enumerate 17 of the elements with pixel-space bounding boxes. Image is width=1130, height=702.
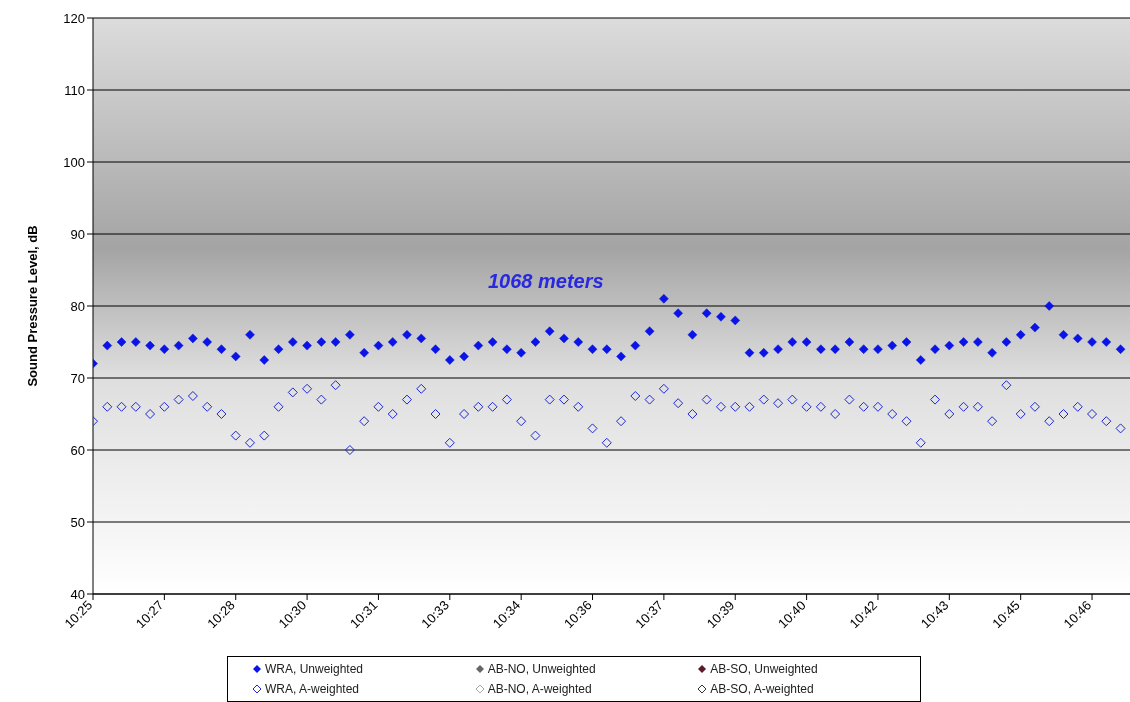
legend-label: WRA, A-weighted	[265, 682, 360, 696]
y-tick-label: 90	[70, 226, 85, 242]
legend-label: AB-NO, Unweighted	[487, 662, 596, 676]
legend-label: AB-SO, Unweighted	[710, 662, 818, 676]
legend-label: AB-SO, A-weighted	[710, 682, 814, 696]
y-tick-label: 100	[63, 154, 85, 170]
y-tick-label: 120	[63, 10, 85, 26]
legend-label: AB-NO, A-weighted	[487, 682, 592, 696]
annotation: 1068 meters	[488, 270, 604, 293]
y-tick-label: 80	[70, 298, 85, 314]
y-tick-label: 70	[70, 370, 85, 386]
y-tick-label: 110	[64, 82, 85, 98]
y-tick-label: 40	[70, 586, 85, 602]
y-tick-label: 50	[70, 514, 85, 530]
legend-label: WRA, Unweighted	[265, 662, 364, 676]
y-axis-title: Sound Pressure Level, dB	[24, 225, 40, 387]
y-tick-label: 60	[70, 442, 85, 458]
